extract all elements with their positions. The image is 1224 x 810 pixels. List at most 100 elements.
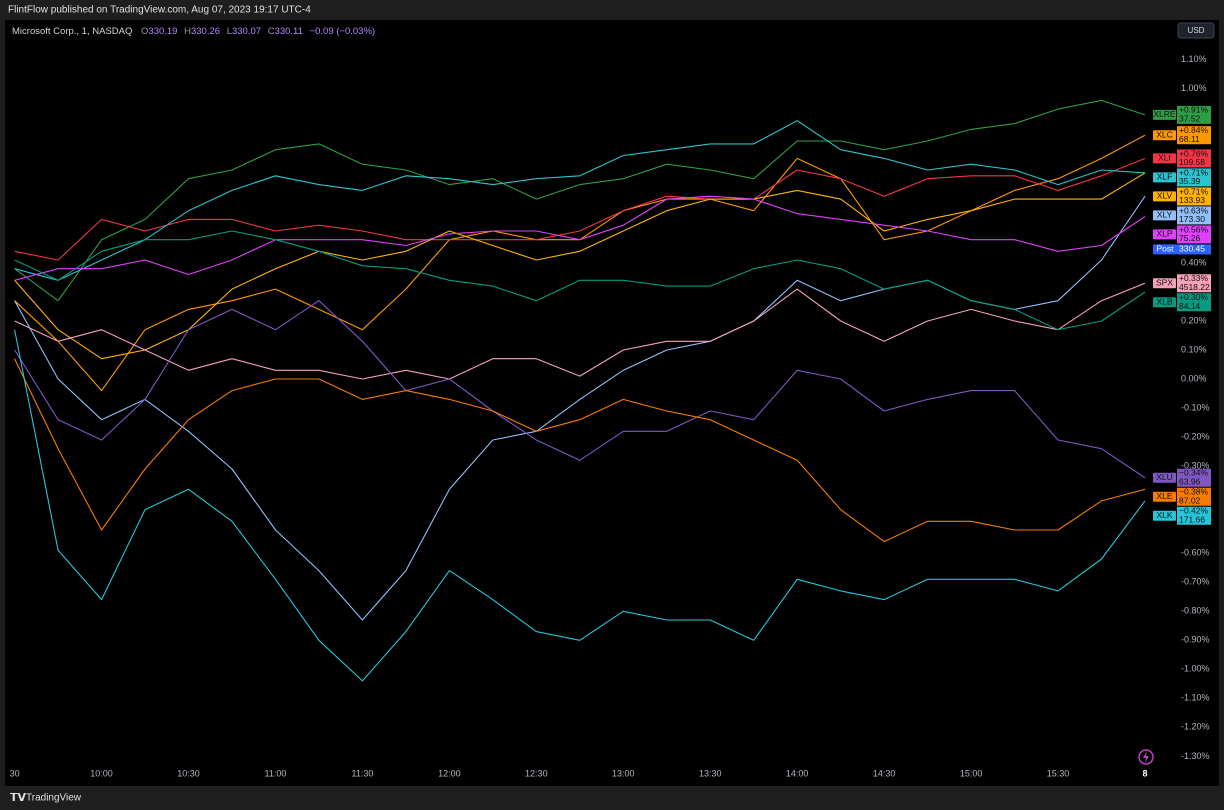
badge-name: SPX: [1156, 277, 1173, 287]
y-tick-label: 0.40%: [1181, 257, 1207, 267]
badge-value-box: [1177, 506, 1211, 525]
badge-price: 87.02: [1179, 495, 1201, 505]
y-tick-label: -0.20%: [1181, 431, 1210, 441]
legend-symbol: Microsoft Corp., 1, NASDAQ: [12, 26, 132, 37]
badge-name-box: [1153, 153, 1176, 164]
x-tick-label: 15:30: [1047, 768, 1070, 778]
alert-icon-bolt: [1143, 751, 1149, 763]
legend-value: 330.07: [232, 26, 261, 37]
badge-value: +0.30%: [1179, 292, 1209, 302]
badge-price: 84.14: [1179, 301, 1201, 311]
price-badge: XLV +0.71%133.93: [1153, 186, 1211, 206]
price-badge: XLY +0.63%173.30: [1153, 205, 1211, 225]
y-tick-label: -1.30%: [1181, 751, 1210, 761]
legend-key: H: [184, 26, 191, 37]
y-tick-label: 0.20%: [1181, 315, 1207, 325]
legend-key: L: [227, 26, 232, 37]
badge-name: XLRE: [1153, 109, 1176, 119]
x-tick-label: 12:00: [438, 768, 461, 778]
legend: Microsoft Corp., 1, NASDAQ O330.19 H330.…: [12, 26, 375, 37]
currency-button[interactable]: [1177, 22, 1215, 39]
series-line: [14, 172, 1146, 360]
badge-name: XLB: [1156, 296, 1172, 306]
series-line: [14, 282, 1146, 380]
series-line: [14, 157, 1146, 261]
badge-name-box: [1153, 510, 1176, 521]
x-tick-label: 13:00: [612, 768, 635, 778]
badge-name: XLY: [1157, 210, 1173, 220]
badge-value: +0.33%: [1179, 273, 1209, 283]
series-line: [14, 99, 1146, 302]
price-badge: SPX +0.33%4518.22: [1153, 273, 1211, 293]
price-badge: XLU −0.34%63.96: [1153, 468, 1211, 487]
badge-price: 37.52: [1179, 114, 1201, 124]
badge-name-box: [1153, 297, 1176, 308]
y-tick-label: -0.60%: [1181, 548, 1210, 558]
badge-value-box: [1177, 468, 1211, 487]
series-line: [14, 120, 1146, 281]
series-line: [14, 358, 1146, 543]
x-tick-label: 14:00: [786, 768, 809, 778]
x-tick-label: 12:30: [525, 768, 548, 778]
badge-value: +0.71%: [1179, 167, 1209, 177]
badge-value: +0.91%: [1179, 105, 1209, 115]
badge-value: +0.56%: [1179, 224, 1209, 234]
currency-label[interactable]: USD: [1188, 26, 1205, 35]
badge-value: −0.42%: [1179, 506, 1209, 516]
badge-price: 4518.22: [1179, 282, 1210, 292]
badge-price: 109.58: [1179, 157, 1205, 167]
badge-name: XLE: [1156, 491, 1172, 501]
legend-key: O: [141, 26, 148, 37]
price-badge: XLI +0.76%109.58: [1153, 148, 1211, 168]
x-tick-label: 30: [10, 768, 20, 778]
badge-price: 68.11: [1179, 134, 1200, 144]
badge-name-box: [1153, 472, 1176, 483]
x-tick-label: 13:30: [699, 768, 722, 778]
badge-price: 171.66: [1179, 514, 1205, 524]
badge-name-box: [1153, 191, 1176, 202]
x-tick-label: 14:30: [873, 768, 896, 778]
footer-logo: 𝗧𝗩: [10, 792, 27, 804]
chart-area: [5, 20, 1219, 786]
badge-name: XLU: [1156, 472, 1173, 482]
y-tick-label: 1.10%: [1181, 54, 1207, 64]
series-line: [14, 230, 1146, 331]
y-tick-label: 1.00%: [1181, 83, 1207, 93]
badge-value: +0.76%: [1179, 148, 1209, 158]
badge-name-box: [1153, 229, 1176, 240]
legend-value: 330.26: [191, 26, 220, 37]
badge-value-box: [1177, 187, 1211, 206]
price-badge: Post 330.45: [1153, 244, 1211, 255]
badge-value: +0.71%: [1179, 186, 1209, 196]
badge-value: +0.63%: [1179, 205, 1209, 215]
badge-value: −0.38%: [1179, 487, 1209, 497]
badge-value-box: [1177, 274, 1211, 293]
series-line: [14, 195, 1146, 281]
price-badge: XLK −0.42%171.66: [1153, 506, 1211, 525]
x-tick-label: 11:00: [265, 768, 287, 778]
badge-value-box: [1177, 105, 1211, 124]
footer-brand: TradingView: [26, 793, 82, 804]
badge-name-box: [1153, 210, 1176, 221]
badge-name: XLP: [1156, 229, 1172, 239]
published-note: FlintFlow published on TradingView.com, …: [8, 5, 311, 16]
badge-value: −0.34%: [1179, 468, 1209, 478]
badge-price: 63.96: [1179, 476, 1201, 486]
badge-price: 173.30: [1179, 214, 1205, 224]
badge-name-box: [1153, 244, 1177, 255]
alert-icon[interactable]: [1138, 749, 1154, 765]
y-tick-label: 0.10%: [1181, 344, 1207, 354]
badge-name: XLF: [1157, 172, 1173, 182]
badge-value-box: [1177, 293, 1211, 312]
badge-value-box: [1177, 225, 1211, 244]
badge-value-box: [1177, 487, 1211, 506]
badge-name: Post: [1156, 244, 1174, 254]
badge-value-box: [1177, 126, 1211, 145]
y-tick-label: -0.90%: [1181, 635, 1210, 645]
badge-name-box: [1153, 109, 1176, 120]
badge-price: 133.93: [1179, 195, 1205, 205]
y-tick-label: -1.00%: [1181, 664, 1210, 674]
badge-name: XLC: [1156, 129, 1173, 139]
series-line: [14, 300, 1146, 479]
